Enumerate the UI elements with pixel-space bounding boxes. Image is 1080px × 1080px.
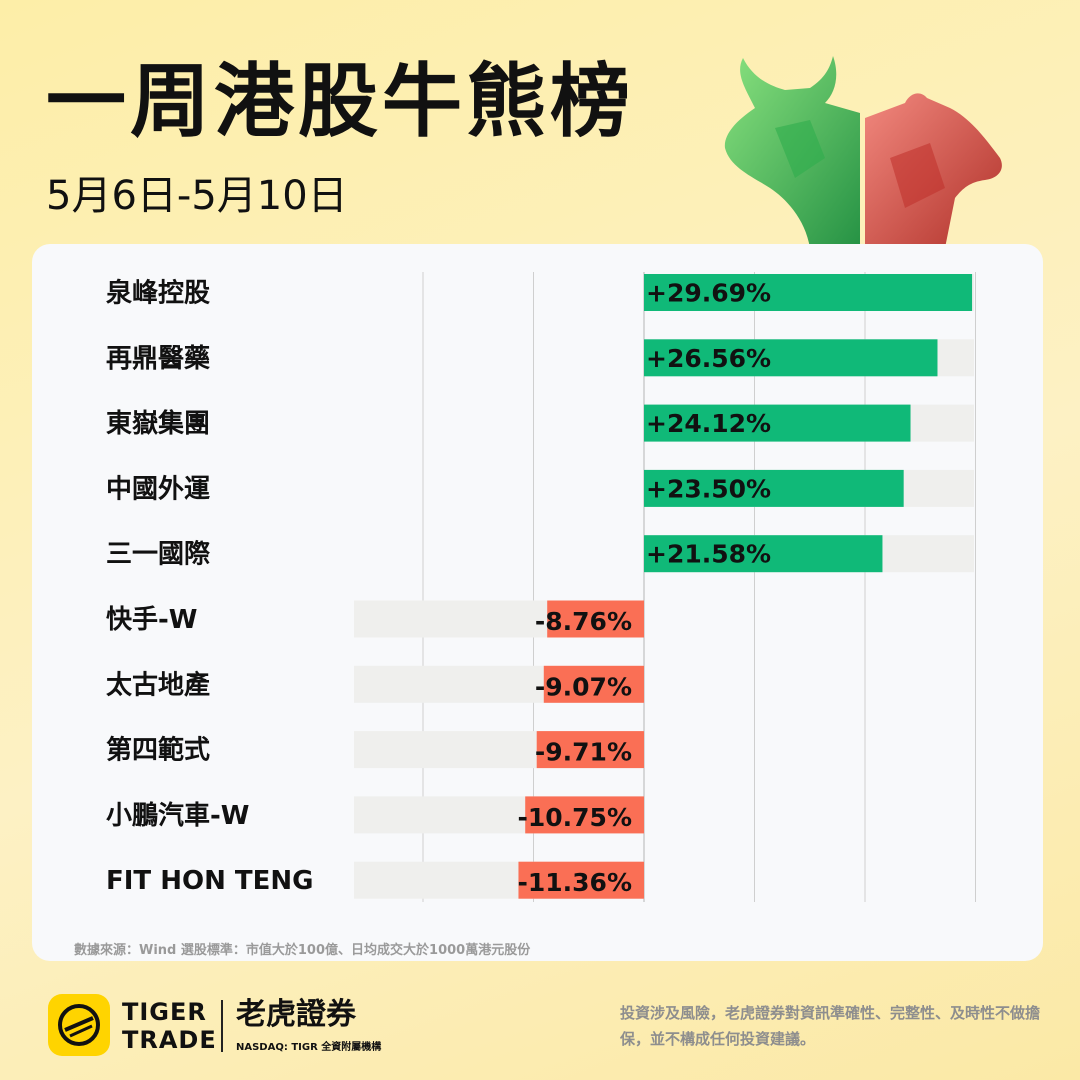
value-label: +21.58% [646, 540, 771, 569]
value-label: -11.36% [517, 868, 632, 897]
stock-name-label: 太古地產 [106, 669, 210, 700]
loss-bar [547, 600, 644, 638]
loss-bar [543, 665, 644, 703]
bull-bear-illustration [724, 56, 1002, 248]
page-title: 一周港股牛熊榜 [46, 55, 634, 148]
chart-card: 泉峰控股 +29.69% 再鼎醫藥 +26.56% 東嶽集團 +24.12% 中國外運 +23… [32, 244, 1043, 961]
value-label: +26.56% [646, 344, 771, 373]
bar-chart: 泉峰控股 +29.69% 再鼎醫藥 +26.56% 東嶽集團 +24.12% 中國外運 +23… [106, 272, 976, 902]
date-range: 5月6日-5月10日 [46, 173, 348, 219]
bear-icon [865, 93, 1002, 248]
value-label: -8.76% [535, 607, 632, 636]
value-label: +23.50% [646, 474, 771, 503]
brand-divider [221, 1000, 223, 1052]
stock-name-label: 第四範式 [106, 735, 210, 766]
value-label: -9.07% [535, 672, 632, 701]
bull-icon [724, 56, 860, 248]
value-label: +24.12% [646, 409, 771, 438]
source-note: 數據來源：Wind 選股標準：市值大於100億、日均成交大於1000萬港元股份 [74, 943, 531, 958]
gain-bar [644, 274, 973, 311]
stock-name-label: 泉峰控股 [106, 278, 210, 309]
stock-name-label: 東嶽集團 [106, 408, 210, 439]
tiger-logo-icon [48, 994, 110, 1056]
gain-bar [644, 404, 911, 442]
disclaimer: 投資涉及風險，老虎證券對資訊準確性、完整性、及時性不做擔保，並不構成任何投資建議… [620, 1004, 1041, 1048]
loss-bar [518, 861, 644, 899]
gain-bar [644, 339, 938, 377]
value-label: -9.71% [535, 738, 632, 767]
stock-name-label: 小鵬汽車-W [106, 801, 249, 831]
brand-name-en: TIGER TRADE [122, 998, 217, 1054]
stock-name-label: FIT HON TENG [106, 866, 314, 896]
loss-bar [525, 796, 644, 834]
gain-bar [644, 469, 904, 507]
loss-bar [536, 731, 644, 769]
value-label: +29.69% [646, 279, 771, 308]
brand-name-cn: 老虎證券 [236, 997, 356, 1032]
stock-name-label: 快手-W [106, 605, 197, 635]
gain-bar [644, 535, 883, 573]
stock-name-label: 再鼎醫藥 [106, 344, 210, 374]
stock-name-label: 三一國際 [106, 540, 210, 570]
brand-subtitle: NASDAQ: TIGR 全資附屬機構 [236, 1042, 382, 1053]
stock-name-label: 中國外運 [106, 474, 210, 504]
value-label: -10.75% [517, 803, 632, 832]
